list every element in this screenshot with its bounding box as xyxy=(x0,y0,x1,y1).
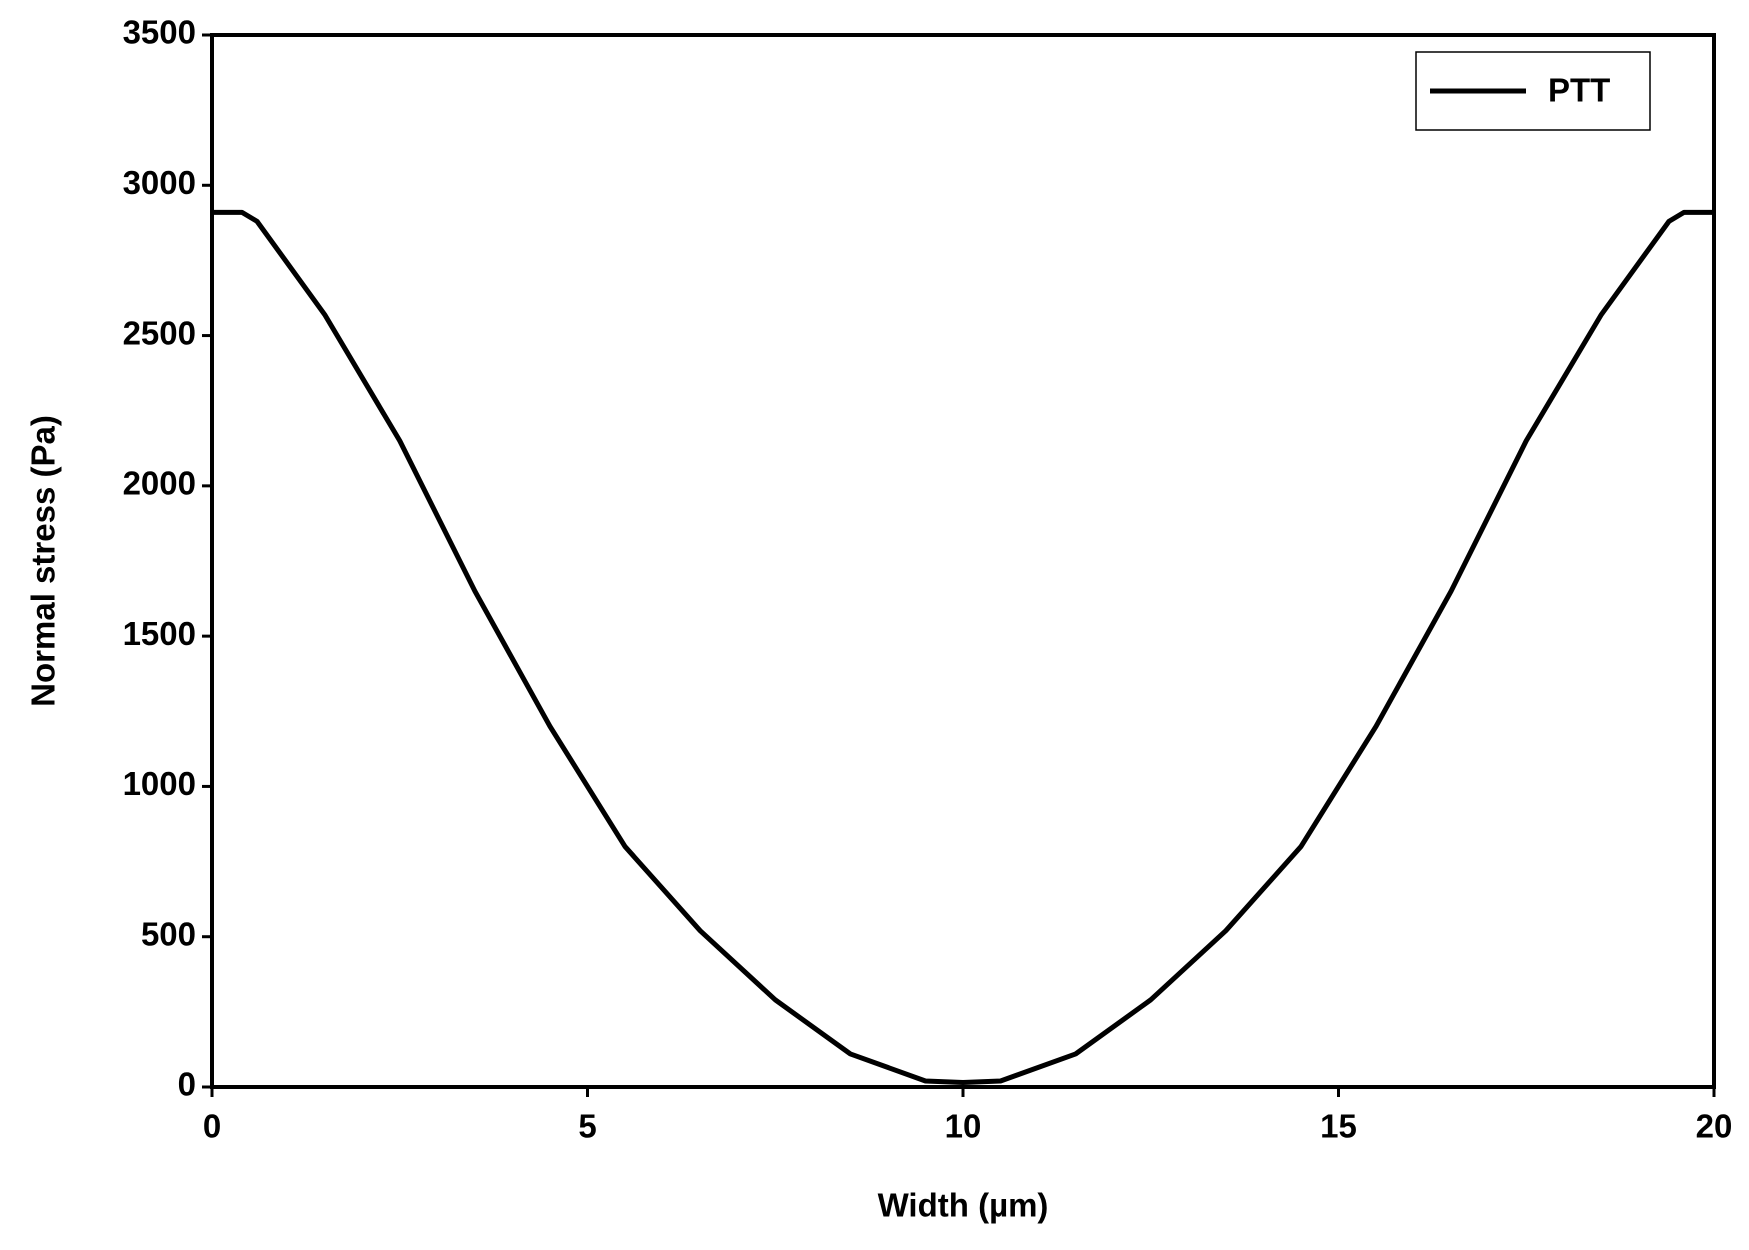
y-tick-label: 3000 xyxy=(123,164,196,201)
y-tick-label: 500 xyxy=(141,915,196,952)
x-tick-label: 10 xyxy=(945,1108,982,1145)
x-tick-label: 5 xyxy=(578,1108,596,1145)
legend-label: PTT xyxy=(1548,72,1610,109)
data-line xyxy=(212,209,1714,1085)
y-tick-label: 1500 xyxy=(123,615,196,652)
x-axis-label: Width (µm) xyxy=(878,1187,1049,1224)
y-tick-label: 1000 xyxy=(123,765,196,802)
plot-frame xyxy=(210,33,1716,1089)
y-tick-label: 2000 xyxy=(123,465,196,502)
y-tick-label: 0 xyxy=(178,1066,196,1103)
x-tick-label: 15 xyxy=(1320,1108,1357,1145)
x-tick-label: 20 xyxy=(1696,1108,1733,1145)
x-tick-label: 0 xyxy=(203,1108,221,1145)
y-axis-label: Normal stress (Pa) xyxy=(25,415,62,707)
y-tick-label: 3500 xyxy=(123,14,196,51)
y-tick-label: 2500 xyxy=(123,314,196,351)
